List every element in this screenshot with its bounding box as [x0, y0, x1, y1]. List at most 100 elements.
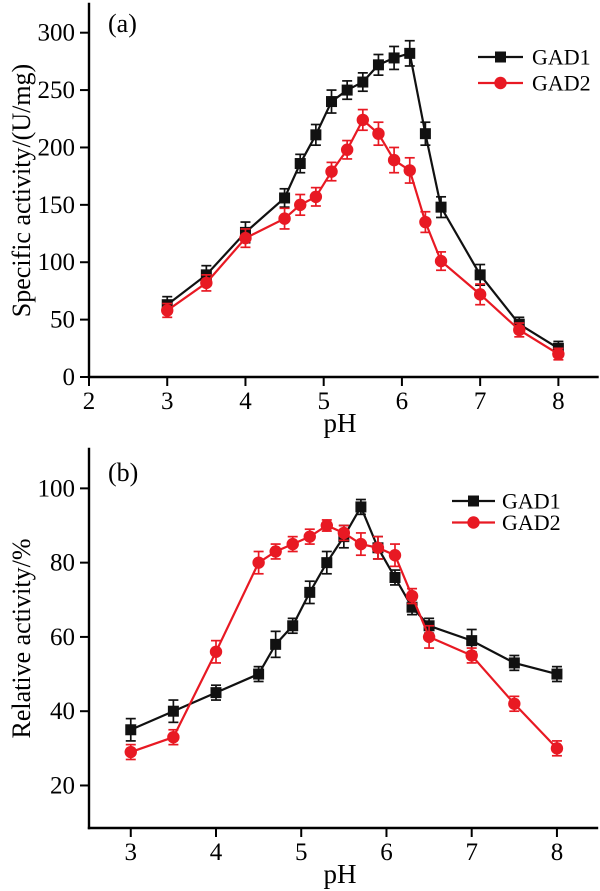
- y-tick-label: 100: [38, 249, 76, 276]
- data-point-marker: [357, 76, 369, 88]
- data-point-marker: [371, 541, 385, 554]
- data-point-marker: [404, 47, 416, 59]
- y-tick-label: 20: [50, 772, 75, 799]
- axes: [87, 2, 599, 379]
- data-point-marker: [278, 212, 291, 225]
- x-tick-label: 5: [295, 839, 308, 866]
- x-tick-label: 7: [474, 388, 487, 415]
- y-tick-label: 100: [38, 475, 76, 502]
- data-point-marker: [320, 519, 334, 532]
- data-point-marker: [550, 742, 564, 755]
- data-point-marker: [406, 601, 418, 613]
- y-tick-label: 200: [38, 134, 76, 161]
- x-tick-label: 5: [317, 388, 330, 415]
- data-point-marker: [389, 571, 401, 583]
- data-point-marker: [513, 323, 526, 337]
- series-GAD2: [161, 108, 565, 361]
- data-point-marker: [372, 59, 384, 71]
- data-point-marker: [325, 165, 338, 178]
- legend-marker: [467, 516, 480, 529]
- data-point-marker: [270, 638, 282, 650]
- data-point-marker: [403, 164, 416, 177]
- chart-b-canvas: 3 4 5 6 7 8 20 40 60 80 100 pH Relative activity/% (b…: [7, 447, 599, 889]
- y-axis-title: Specific activity/(U/mg): [7, 64, 36, 317]
- data-point-marker: [125, 724, 137, 736]
- x-tick-label: 3: [161, 388, 174, 415]
- data-point-marker: [294, 158, 306, 170]
- legend-marker: [468, 495, 479, 507]
- series-line-GAD2: [166, 118, 559, 355]
- legend-item-GAD1: GAD1: [478, 45, 591, 70]
- data-point-marker: [167, 730, 180, 744]
- data-point-marker: [466, 635, 478, 647]
- error-bars-GAD2: [125, 519, 562, 761]
- data-point-marker: [326, 96, 338, 108]
- panel-a: 2 3 4 5 6 7 8 0 50 100 150 200 250 300 pH Specific acti…: [7, 2, 599, 438]
- ticks: [80, 487, 558, 837]
- data-point-marker: [286, 537, 299, 551]
- data-point-marker: [294, 198, 307, 212]
- chart-a-canvas: 2 3 4 5 6 7 8 0 50 100 150 200 250 300 pH Specific acti…: [7, 2, 599, 438]
- series-line-GAD1: [166, 51, 559, 350]
- legend-item-GAD2: GAD2: [452, 510, 561, 535]
- x-tick-label: 3: [125, 839, 138, 866]
- data-point-marker: [161, 304, 174, 317]
- data-point-marker: [435, 201, 447, 213]
- data-point-marker: [356, 113, 370, 127]
- legend-label: GAD1: [532, 45, 591, 70]
- y-tick-label: 50: [50, 307, 75, 334]
- data-point-marker: [209, 645, 223, 658]
- data-point-marker: [474, 269, 486, 281]
- data-point-marker: [287, 620, 299, 632]
- panel-label: (a): [108, 9, 137, 38]
- error-bars-GAD2: [162, 108, 564, 361]
- data-point-marker: [252, 556, 265, 569]
- legend-marker: [495, 51, 506, 63]
- panel-b: 3 4 5 6 7 8 20 40 60 80 100 pH Relative activity/% (b…: [0, 445, 600, 891]
- axes: [87, 447, 599, 830]
- data-point-marker: [465, 649, 478, 662]
- series-line-GAD2: [130, 524, 558, 754]
- data-point-marker: [422, 630, 436, 644]
- x-tick-label: 4: [210, 839, 223, 866]
- data-point-marker: [124, 745, 137, 759]
- data-point-marker: [372, 127, 385, 140]
- data-point-marker: [388, 549, 402, 562]
- legend-label: GAD1: [502, 489, 561, 514]
- panel-label: (b): [108, 458, 138, 487]
- data-point-marker: [419, 215, 432, 229]
- data-point-marker: [279, 192, 291, 204]
- y-tick-label: 40: [50, 698, 75, 725]
- x-tick-label: 4: [239, 388, 252, 415]
- x-tick-label: 8: [552, 388, 565, 415]
- data-point-marker: [434, 254, 448, 268]
- data-point-marker: [473, 288, 487, 301]
- ticks: [80, 31, 560, 386]
- data-point-marker: [388, 52, 400, 64]
- x-tick-label: 6: [380, 839, 393, 866]
- data-point-marker: [508, 697, 521, 710]
- y-tick-label: 250: [38, 77, 76, 104]
- data-point-marker: [552, 347, 565, 361]
- legend-item-GAD1: GAD1: [452, 489, 561, 514]
- legend-marker: [494, 76, 507, 90]
- legend-label: GAD2: [532, 71, 591, 96]
- data-point-marker: [340, 143, 354, 156]
- series-GAD2: [124, 519, 564, 761]
- data-point-marker: [337, 526, 351, 540]
- x-axis-title: pH: [324, 859, 357, 889]
- x-axis-title: pH: [324, 408, 357, 438]
- data-point-marker: [210, 687, 222, 699]
- data-point-marker: [355, 501, 367, 513]
- data-point-marker: [551, 668, 563, 680]
- data-point-marker: [405, 589, 419, 603]
- y-tick-label: 0: [63, 364, 76, 391]
- data-point-marker: [167, 705, 179, 717]
- x-tick-label: 7: [465, 839, 478, 866]
- y-tick-label: 300: [38, 20, 76, 47]
- data-point-marker: [310, 129, 322, 141]
- data-point-marker: [200, 276, 213, 290]
- data-point-marker: [304, 586, 316, 598]
